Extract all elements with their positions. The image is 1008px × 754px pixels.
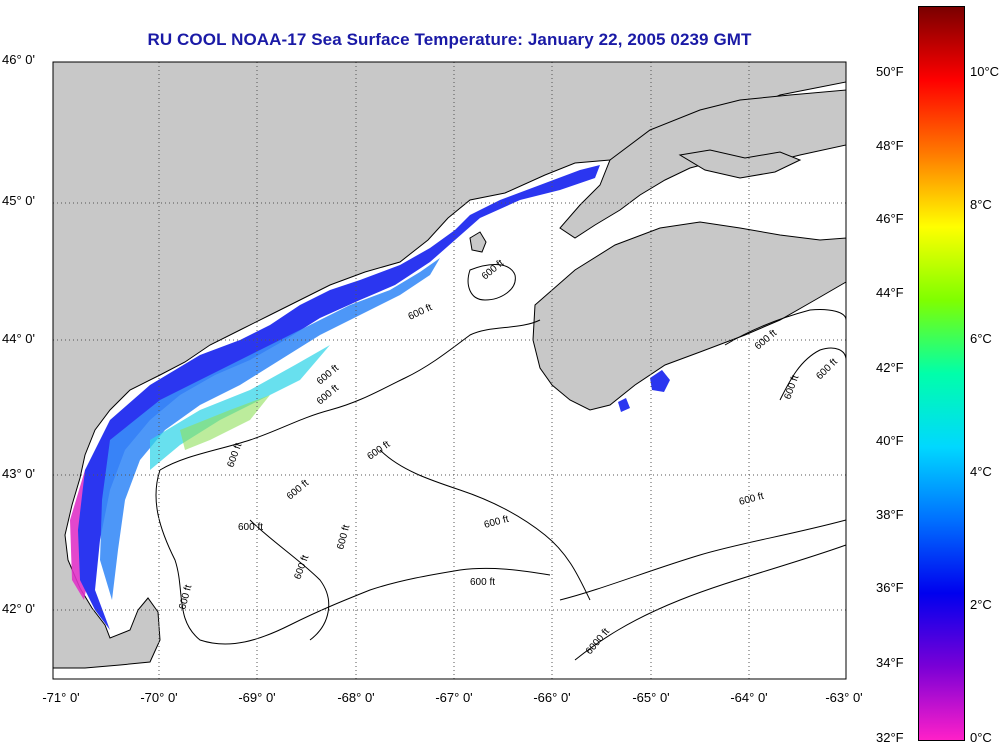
- colorbar-c-label: 4°C: [970, 464, 992, 479]
- colorbar-f-label: 38°F: [876, 507, 904, 522]
- land-grand-manan: [469, 231, 487, 253]
- colorbar-f-label: 36°F: [876, 580, 904, 595]
- land-new-england: [52, 61, 847, 669]
- colorbar-c-label: 6°C: [970, 331, 992, 346]
- lat-label: 46° 0': [2, 52, 35, 67]
- colorbar-f-label: 42°F: [876, 360, 904, 375]
- lon-label: -67° 0': [435, 690, 473, 705]
- lon-label: -63° 0': [825, 690, 863, 705]
- map-title: RU COOL NOAA-17 Sea Surface Temperature:…: [147, 30, 752, 49]
- lat-label: 43° 0': [2, 466, 35, 481]
- colorbar-f-label: 44°F: [876, 285, 904, 300]
- colorbar-f-label: 32°F: [876, 730, 904, 745]
- lon-label: -69° 0': [238, 690, 276, 705]
- map-frame: [52, 61, 847, 680]
- contour-label: 600 ft: [470, 577, 495, 588]
- temperature-colorbar: [918, 6, 965, 741]
- lat-label: 42° 0': [2, 601, 35, 616]
- lon-label: -66° 0': [533, 690, 571, 705]
- colorbar-c-label: 8°C: [970, 197, 992, 212]
- lon-label: -64° 0': [730, 690, 768, 705]
- colorbar-f-label: 48°F: [876, 138, 904, 153]
- lat-label: 45° 0': [2, 193, 35, 208]
- graticule: [53, 62, 846, 679]
- colorbar-f-label: 40°F: [876, 433, 904, 448]
- lon-label: -68° 0': [337, 690, 375, 705]
- land-nova-scotia: [532, 221, 847, 411]
- land-pei: [678, 149, 802, 179]
- bathymetry-contours: [155, 264, 847, 661]
- colorbar-f-label: 46°F: [876, 211, 904, 226]
- contour-label: 600 ft: [238, 522, 263, 533]
- sst-swath: [70, 165, 670, 630]
- colorbar-c-label: 0°C: [970, 730, 992, 745]
- lon-label: -65° 0': [632, 690, 670, 705]
- lat-label: 44° 0': [2, 331, 35, 346]
- lon-label: -71° 0': [42, 690, 80, 705]
- colorbar-c-label: 2°C: [970, 597, 992, 612]
- colorbar-f-label: 34°F: [876, 655, 904, 670]
- colorbar-f-label: 50°F: [876, 64, 904, 79]
- lon-label: -70° 0': [140, 690, 178, 705]
- colorbar-c-label: 10°C: [970, 64, 1000, 79]
